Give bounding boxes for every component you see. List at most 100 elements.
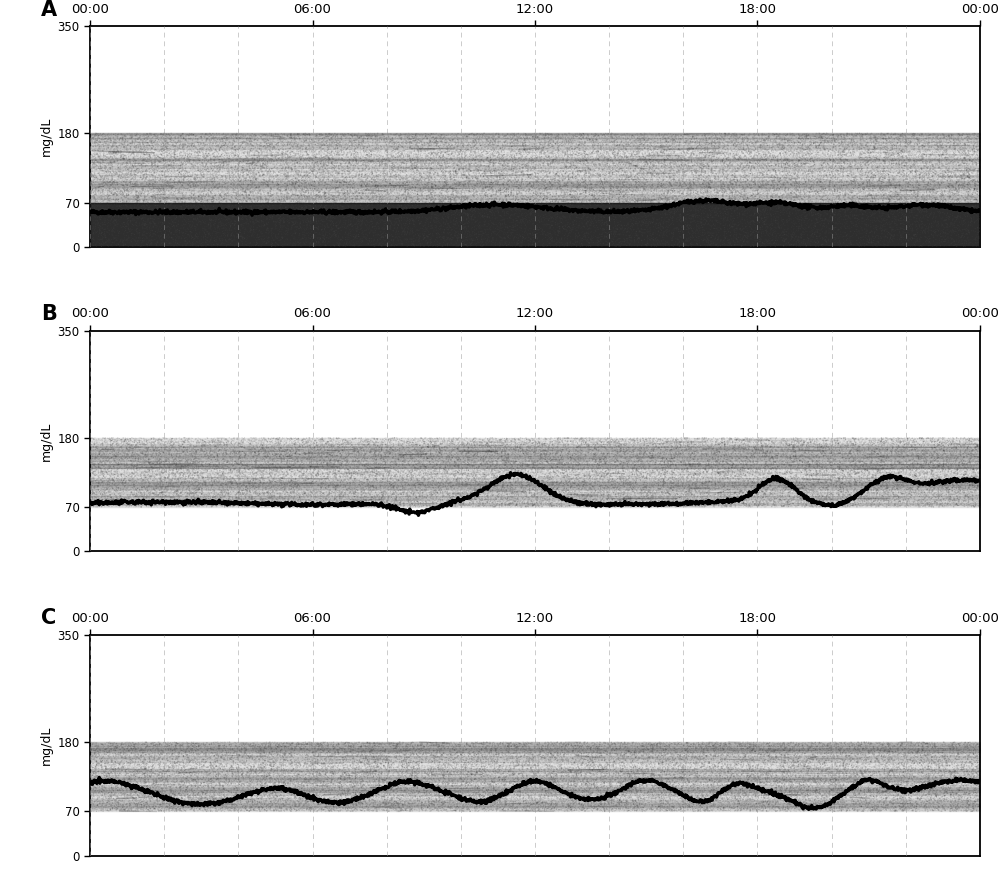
Point [234, 787, 250, 801]
Point [641, 790, 657, 804]
Point [968, 766, 984, 780]
Point [388, 801, 404, 815]
Point [885, 186, 901, 200]
Point [586, 436, 602, 450]
Point [148, 212, 164, 226]
Point [869, 752, 885, 766]
Point [437, 766, 453, 780]
Point [693, 465, 709, 479]
Point [925, 755, 941, 769]
Point [715, 136, 731, 150]
Point [116, 152, 132, 166]
Point [840, 463, 856, 477]
Point [843, 168, 859, 182]
Point [169, 790, 185, 804]
Point [859, 162, 875, 175]
Point [351, 783, 367, 797]
Point [833, 795, 849, 809]
Point [891, 468, 907, 482]
Point [287, 157, 303, 171]
Point [450, 443, 466, 457]
Point [233, 764, 249, 778]
Point [609, 486, 625, 500]
Point [376, 776, 392, 790]
Point [335, 141, 351, 155]
Point [947, 764, 963, 778]
Point [454, 148, 470, 162]
Point [454, 785, 470, 799]
Point [198, 438, 214, 452]
Point [365, 167, 381, 181]
Point [497, 136, 513, 150]
Point [391, 783, 407, 797]
Point [493, 466, 509, 480]
Point [667, 463, 683, 477]
Point [867, 204, 883, 218]
Point [643, 439, 659, 453]
Point [206, 149, 222, 163]
Point [922, 454, 938, 468]
Point [232, 467, 248, 481]
Point [272, 799, 288, 813]
Point [416, 762, 432, 776]
Point [729, 146, 745, 160]
Point [124, 214, 140, 228]
Point [408, 461, 424, 475]
Point [892, 464, 908, 478]
Point [554, 443, 570, 457]
Point [348, 443, 364, 457]
Point [661, 438, 677, 452]
Point [911, 136, 927, 150]
Point [195, 436, 211, 450]
Point [857, 175, 873, 189]
Point [730, 218, 746, 232]
Point [870, 433, 886, 447]
Point [710, 466, 726, 480]
Point [174, 798, 190, 812]
Point [771, 490, 787, 504]
Point [467, 134, 483, 148]
Point [691, 472, 707, 486]
Point [241, 477, 257, 491]
Point [813, 770, 829, 784]
Point [755, 148, 771, 162]
Point [227, 781, 243, 795]
Point [262, 433, 278, 447]
Point [545, 130, 561, 144]
Point [835, 496, 851, 510]
Point [822, 154, 838, 168]
Point [83, 476, 99, 490]
Point [580, 794, 596, 808]
Point [472, 178, 488, 192]
Point [322, 195, 338, 209]
Point [227, 141, 243, 155]
Point [932, 239, 948, 253]
Point [517, 172, 533, 186]
Point [177, 148, 193, 162]
Point [188, 744, 204, 758]
Point [290, 168, 306, 182]
Point [516, 768, 532, 782]
Point [885, 746, 901, 760]
Point [149, 783, 165, 797]
Point [377, 480, 393, 494]
Point [823, 459, 839, 473]
Point [940, 171, 956, 185]
Point [280, 453, 296, 467]
Point [570, 186, 586, 200]
Point [93, 465, 109, 479]
Point [868, 782, 884, 796]
Point [700, 150, 716, 164]
Point [728, 478, 744, 491]
Point [956, 167, 972, 181]
Point [188, 183, 204, 197]
Point [757, 447, 773, 461]
Point [227, 148, 243, 162]
Point [764, 450, 780, 464]
Point [753, 225, 769, 239]
Point [697, 460, 713, 474]
Point [473, 189, 489, 203]
Point [651, 482, 667, 496]
Point [905, 800, 921, 814]
Point [961, 130, 977, 144]
